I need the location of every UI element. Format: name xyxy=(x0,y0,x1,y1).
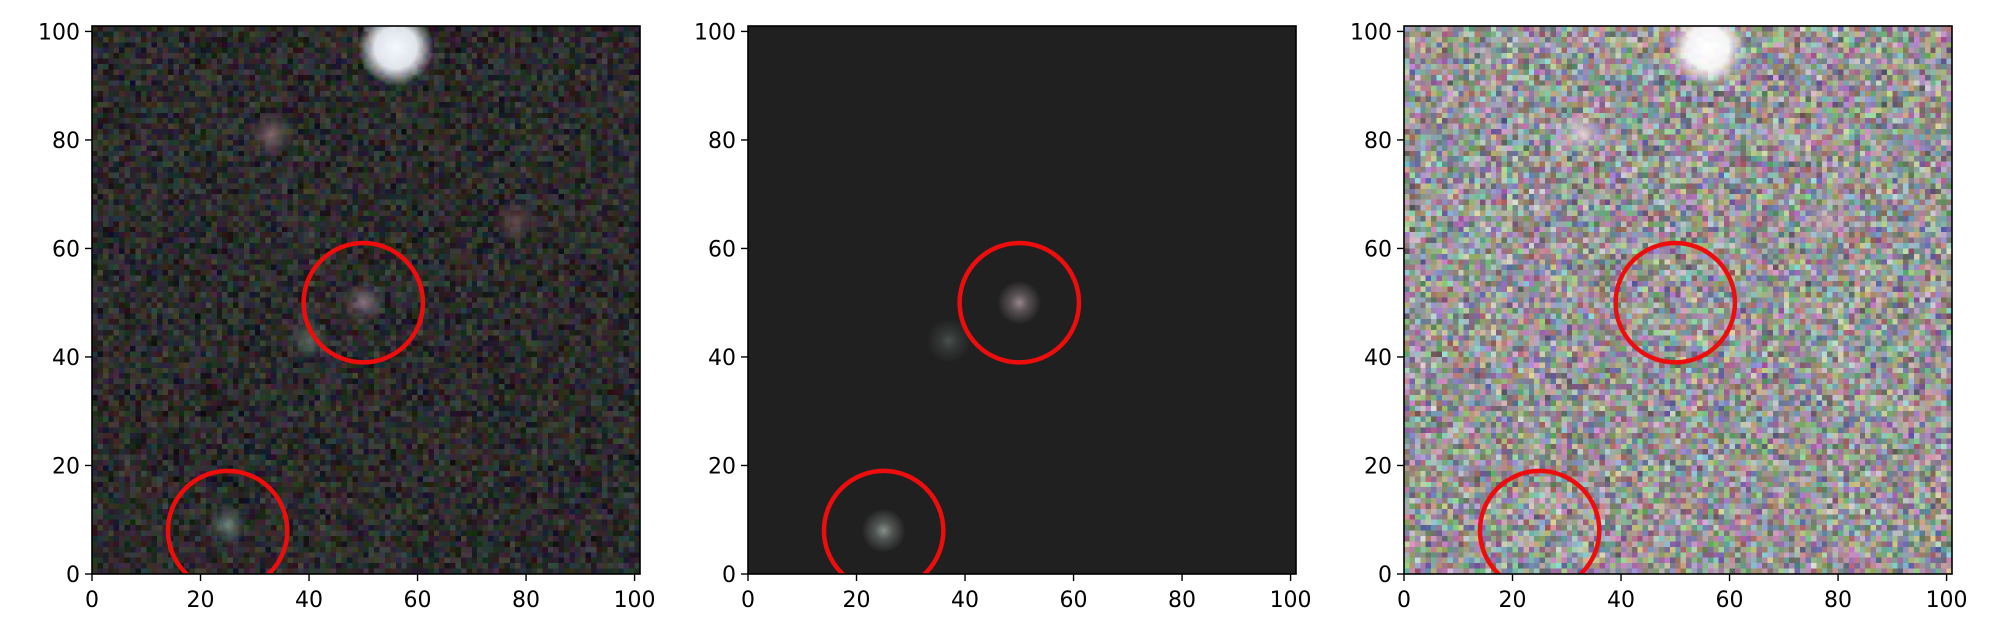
x-tick-label: 80 xyxy=(512,588,540,613)
panel-right: 0 20 40 60 80 100 0 20 40 60 80 100 xyxy=(1350,20,1968,613)
y-tick-label: 80 xyxy=(708,129,736,154)
y-tick-label: 20 xyxy=(1364,454,1392,479)
y-tick-label: 100 xyxy=(38,20,80,45)
y-tick-label: 40 xyxy=(1364,346,1392,371)
x-tick-label: 40 xyxy=(1607,588,1635,613)
source-blob xyxy=(493,199,538,244)
source-blob xyxy=(861,508,906,553)
x-tick-label: 20 xyxy=(187,588,215,613)
marker-circle xyxy=(957,240,1082,365)
y-tick-label: 60 xyxy=(1364,237,1392,262)
x-tick-label: 20 xyxy=(843,588,871,613)
y-tick-label: 60 xyxy=(708,237,736,262)
panel-image-right xyxy=(1404,26,1952,574)
y-tick-label: 100 xyxy=(1350,20,1392,45)
source-blob xyxy=(1669,26,1746,86)
y-tick-label: 0 xyxy=(722,563,736,588)
x-tick-label: 60 xyxy=(404,588,432,613)
panel-middle: 0 20 40 60 80 100 0 20 40 60 80 100 xyxy=(694,20,1312,613)
x-tick-label: 80 xyxy=(1824,588,1852,613)
x-tick-label: 20 xyxy=(1499,588,1527,613)
source-blob xyxy=(926,318,971,363)
panel-left: 0 20 40 60 80 100 0 20 40 60 80 100 xyxy=(38,20,656,613)
source-blob xyxy=(1805,199,1850,244)
panel-frame xyxy=(747,25,1297,575)
marker-circle xyxy=(821,468,946,574)
y-tick-label: 20 xyxy=(708,454,736,479)
y-tick-label: 40 xyxy=(52,346,80,371)
x-tick-label: 100 xyxy=(1270,588,1312,613)
panel-frame xyxy=(1403,25,1953,575)
source-blob xyxy=(1561,112,1606,157)
x-tick-label: 60 xyxy=(1716,588,1744,613)
source-blob xyxy=(287,318,332,363)
x-tick-label: 100 xyxy=(1926,588,1968,613)
source-blob xyxy=(249,112,294,157)
source-blob xyxy=(341,280,386,325)
y-tick-label: 0 xyxy=(1378,563,1392,588)
x-tick-label: 40 xyxy=(295,588,323,613)
x-tick-label: 60 xyxy=(1060,588,1088,613)
marker-circle xyxy=(301,240,426,365)
y-tick-label: 80 xyxy=(52,129,80,154)
y-tick-label: 40 xyxy=(708,346,736,371)
marker-circle xyxy=(165,468,290,574)
marker-circle xyxy=(1477,468,1602,574)
y-tick-label: 100 xyxy=(694,20,736,45)
y-tick-label: 60 xyxy=(52,237,80,262)
y-tick-label: 0 xyxy=(66,563,80,588)
x-tick-label: 100 xyxy=(614,588,656,613)
x-tick-label: 0 xyxy=(1397,588,1411,613)
x-tick-label: 80 xyxy=(1168,588,1196,613)
marker-circle xyxy=(1613,240,1738,365)
y-tick-label: 20 xyxy=(52,454,80,479)
y-tick-label: 80 xyxy=(1364,129,1392,154)
x-tick-label: 0 xyxy=(741,588,755,613)
x-tick-label: 40 xyxy=(951,588,979,613)
x-tick-label: 0 xyxy=(85,588,99,613)
source-blob xyxy=(357,26,434,86)
panel-frame xyxy=(91,25,641,575)
source-blob xyxy=(997,280,1042,325)
source-blob xyxy=(205,503,250,548)
